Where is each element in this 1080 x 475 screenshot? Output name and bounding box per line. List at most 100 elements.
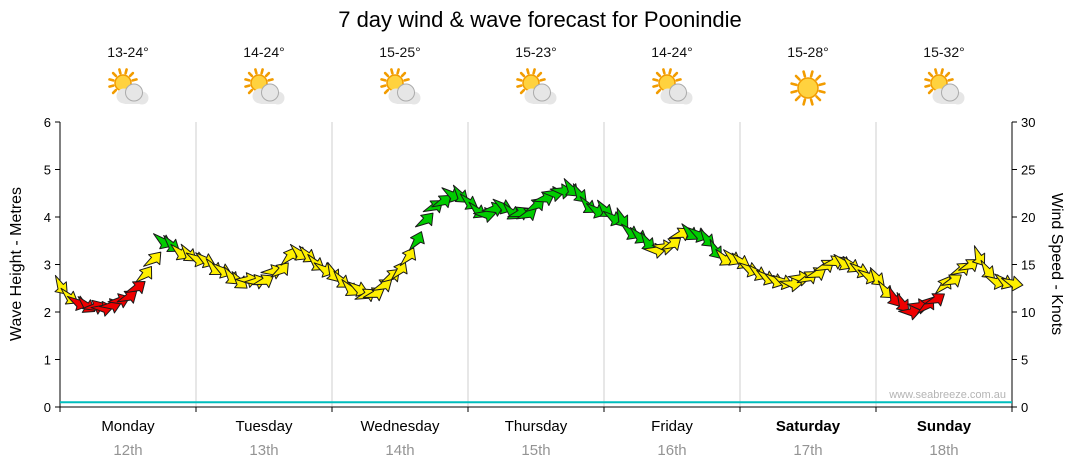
day-date-label: 12th: [113, 442, 143, 459]
wind-arrow: [326, 261, 340, 283]
right-axis-tick-label: 10: [1021, 305, 1035, 320]
wind-arrow: [481, 201, 505, 217]
day-column-footer: Tuesday 13th: [196, 418, 332, 459]
left-axis-tick-label: 6: [44, 115, 51, 130]
wind-arrow: [849, 262, 870, 279]
wind-arrow: [972, 245, 986, 267]
wind-arrow: [231, 271, 248, 289]
wind-arrow: [135, 266, 153, 283]
day-column-footer: Wednesday 14th: [332, 418, 468, 459]
wind-arrow: [422, 200, 444, 214]
wind-arrow: [252, 274, 274, 289]
wind-arrow: [748, 264, 768, 281]
wind-arrow: [804, 267, 827, 281]
wind-arrow: [473, 207, 497, 223]
wind-arrow: [787, 270, 811, 287]
wind-arrow: [541, 186, 565, 202]
wind-arrow: [77, 296, 96, 313]
wind-arrow: [90, 300, 114, 317]
wind-arrow: [107, 293, 131, 309]
day-temp-range: 15-25°: [379, 44, 421, 60]
wind-arrow: [516, 207, 537, 221]
day-date-label: 13th: [249, 442, 279, 459]
wind-arrow: [163, 234, 180, 252]
day-column-header: 15-28°: [740, 44, 876, 113]
wind-arrow: [333, 270, 350, 288]
wind-arrow: [116, 290, 138, 304]
wind-arrow: [185, 251, 208, 268]
wind-arrow: [994, 273, 1015, 290]
left-axis-title: Wave Height - Metres: [8, 186, 25, 342]
wind-arrow: [857, 269, 879, 285]
wind-arrow: [602, 210, 624, 227]
wind-arrow: [362, 287, 385, 302]
sunny-icon: [740, 65, 876, 113]
day-date-label: 14th: [385, 442, 415, 459]
wind-arrow: [877, 280, 894, 299]
wind-arrow: [738, 262, 760, 278]
wind-arrow: [67, 295, 89, 311]
wind-arrow: [934, 276, 952, 295]
right-axis-tick-label: 25: [1021, 163, 1035, 178]
wind-arrow: [354, 288, 376, 303]
day-column-header: 15-32°: [876, 44, 1012, 113]
wind-arrow: [764, 273, 785, 289]
day-temp-range: 13-24°: [107, 44, 149, 60]
day-date-label: 18th: [929, 442, 959, 459]
wind-arrow: [772, 274, 794, 290]
wind-arrow: [270, 262, 289, 278]
partly-cloudy-icon: [876, 65, 1012, 113]
wind-arrow: [708, 238, 723, 260]
wind-arrow: [408, 231, 425, 251]
wind-arrow: [243, 274, 267, 290]
wind-arrow: [640, 231, 655, 251]
wind-arrow: [468, 201, 487, 219]
wind-arrow: [796, 271, 818, 285]
wind-arrow: [153, 233, 173, 250]
right-axis-tick-label: 5: [1021, 353, 1028, 368]
wind-arrow: [906, 298, 930, 315]
wind-arrow: [205, 258, 223, 276]
partly-cloudy-icon: [332, 65, 468, 113]
day-column-header: 14-24°: [196, 44, 332, 113]
wind-arrow: [949, 262, 970, 276]
wind-arrow: [615, 207, 629, 229]
wind-arrow: [1001, 275, 1024, 292]
day-name-label: Tuesday: [235, 418, 293, 435]
day-column-footer: Saturday 17th: [740, 418, 876, 459]
wind-arrow: [234, 272, 259, 288]
day-column-header: 15-23°: [468, 44, 604, 113]
wind-arrow: [307, 253, 325, 271]
left-axis-tick-label: 4: [44, 210, 51, 225]
wind-arrow: [842, 255, 861, 273]
wind-arrow: [341, 279, 359, 296]
wind-arrow: [958, 259, 979, 273]
wind-arrow: [723, 249, 742, 266]
wind-arrow: [313, 262, 335, 278]
partly-cloudy-icon: [468, 65, 604, 113]
wind-arrow: [643, 242, 667, 259]
day-column-footer: Sunday 18th: [876, 418, 1012, 459]
wind-arrow: [289, 243, 308, 261]
wind-arrow: [525, 197, 545, 212]
day-temp-range: 15-28°: [787, 44, 829, 60]
left-axis-tick-label: 1: [44, 353, 51, 368]
wind-arrow: [699, 228, 715, 247]
day-column-header: 14-24°: [604, 44, 740, 113]
wind-arrow: [60, 287, 79, 305]
wind-arrow: [756, 269, 777, 286]
wind-arrow: [391, 261, 408, 280]
wind-arrow: [549, 183, 573, 200]
left-axis-tick-label: 5: [44, 163, 51, 178]
day-temp-range: 14-24°: [651, 44, 693, 60]
right-axis-tick-label: 15: [1021, 258, 1035, 273]
wind-arrow: [715, 248, 733, 266]
day-name-label: Saturday: [775, 418, 841, 435]
day-name-label: Monday: [101, 418, 155, 435]
day-name-label: Wednesday: [360, 418, 440, 435]
wind-arrow: [195, 252, 216, 269]
left-axis-tick-label: 2: [44, 305, 51, 320]
wind-arrow: [180, 243, 197, 262]
wind-arrow: [347, 281, 369, 297]
